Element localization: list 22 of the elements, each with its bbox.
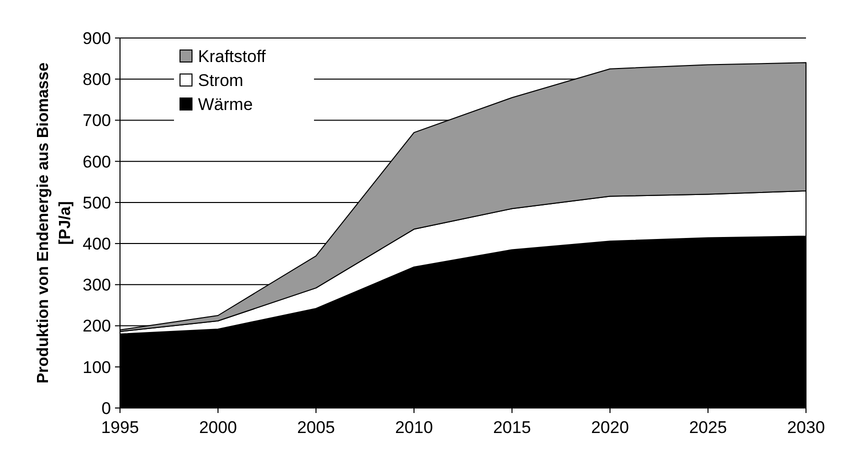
y-tick-label: 0 xyxy=(102,398,111,418)
y-tick-label: 800 xyxy=(82,70,111,90)
legend-label: Wärme xyxy=(198,94,253,114)
legend-label: Kraftstoff xyxy=(198,46,266,66)
x-tick-label: 2015 xyxy=(493,418,531,437)
y-tick-label: 600 xyxy=(82,152,111,172)
x-tick-label: 2020 xyxy=(591,418,629,437)
x-tick-label: 2000 xyxy=(199,418,237,437)
y-tick-label: 700 xyxy=(82,111,111,130)
y-tick-label: 300 xyxy=(82,276,111,295)
y-axis-title: Produktion von Endenergie aus Biomasse [PJ/a] xyxy=(35,62,74,384)
y-tick-label: 500 xyxy=(82,193,111,212)
x-tick-label: 1995 xyxy=(101,418,139,437)
x-tick-label: 2010 xyxy=(395,418,433,437)
legend-label: Strom xyxy=(198,70,244,90)
x-tick-label: 2025 xyxy=(689,418,727,437)
y-tick-label: 400 xyxy=(82,234,111,254)
x-tick-label: 2005 xyxy=(297,418,335,437)
y-tick-label: 900 xyxy=(82,28,111,48)
y-tick-label: 200 xyxy=(82,316,111,336)
x-tick-label: 2030 xyxy=(787,418,825,437)
y-tick-label: 100 xyxy=(82,358,111,377)
